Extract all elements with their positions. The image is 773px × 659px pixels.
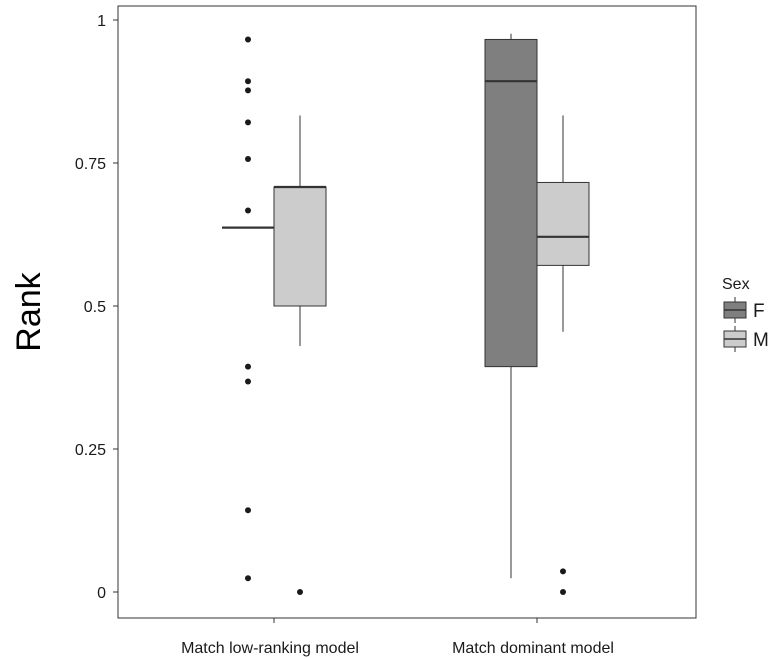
outlier-point (245, 507, 251, 514)
legend-label: F (753, 301, 765, 322)
boxes-layer (222, 33, 590, 595)
legend-key-m (723, 326, 747, 352)
plot-panel (117, 5, 697, 619)
y-tick-label: 0.75 (75, 156, 106, 173)
outlier-point (560, 568, 566, 575)
outlier-point (245, 363, 251, 370)
legend-key-f (723, 297, 747, 323)
outlier-point (245, 87, 251, 94)
box-f (484, 33, 538, 579)
y-tick-label: 0 (97, 585, 106, 602)
iqr-box (484, 38, 538, 368)
iqr-box (273, 186, 327, 307)
outlier-point (245, 207, 251, 214)
outlier-point (297, 589, 303, 595)
outlier-point (245, 378, 251, 385)
legend-title: Sex (722, 276, 750, 293)
outlier-point (560, 589, 566, 595)
legend: Sex FM (722, 276, 769, 352)
iqr-box (536, 181, 590, 266)
x-tick-label: Match low-ranking model (181, 640, 359, 657)
box-f (222, 36, 274, 582)
y-axis: 0 0.25 0.5 0.75 1 (75, 13, 118, 602)
x-tick-label: Match dominant model (452, 640, 614, 657)
outlier-point (245, 36, 251, 43)
outlier-point (245, 78, 251, 85)
y-tick-label: 0.25 (75, 442, 106, 459)
y-tick-label: 0.5 (84, 299, 106, 316)
outlier-point (245, 575, 251, 582)
x-axis: Match low-ranking model Match dominant mo… (181, 618, 614, 657)
outlier-point (245, 119, 251, 126)
y-tick-label: 1 (97, 13, 106, 30)
legend-label: M (753, 330, 769, 351)
box-m (273, 115, 327, 595)
outlier-point (245, 155, 251, 162)
y-axis-title: Rank (10, 271, 48, 351)
box-m (536, 115, 590, 595)
